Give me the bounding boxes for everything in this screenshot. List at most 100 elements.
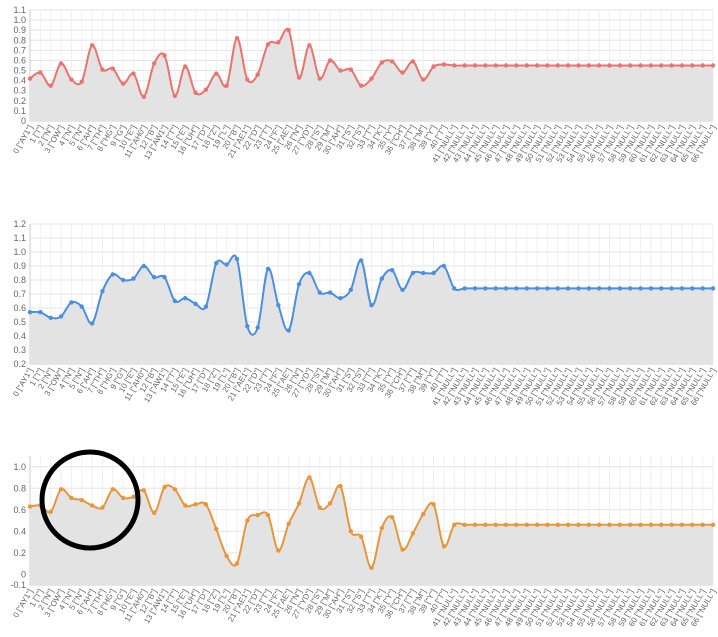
series-points xyxy=(27,256,716,333)
data-point xyxy=(410,531,416,536)
data-point xyxy=(131,71,136,76)
data-point xyxy=(286,27,291,33)
data-point xyxy=(338,296,343,301)
data-point xyxy=(265,42,271,47)
data-point xyxy=(162,53,167,58)
x-axis: 0 ["AY1"]1 ["I"]2 ["N"]3 ["OW"]4 ["N"]5 … xyxy=(11,366,717,407)
data-point xyxy=(358,83,364,88)
y-tick-label: 0.3 xyxy=(13,86,26,96)
data-point xyxy=(421,77,426,82)
series-points xyxy=(27,27,716,99)
data-point xyxy=(234,256,240,262)
y-tick-label: 0.5 xyxy=(13,317,26,327)
data-point xyxy=(369,565,374,570)
data-point xyxy=(89,43,95,48)
data-point xyxy=(638,63,643,68)
y-tick-label: 0.2 xyxy=(13,359,26,369)
data-point xyxy=(545,63,550,68)
data-point xyxy=(472,63,478,68)
data-point xyxy=(638,286,643,291)
data-point xyxy=(327,290,333,295)
data-point xyxy=(700,286,705,291)
data-point xyxy=(224,83,229,88)
data-point xyxy=(172,298,178,304)
data-point xyxy=(534,522,540,527)
data-point xyxy=(441,62,447,67)
data-point xyxy=(27,310,33,315)
y-tick-label: 0.2 xyxy=(13,548,26,558)
data-point xyxy=(565,522,571,527)
data-point xyxy=(638,522,643,527)
data-point xyxy=(286,521,291,526)
data-point xyxy=(503,522,509,527)
y-tick-label: 1.0 xyxy=(13,247,26,257)
data-point xyxy=(183,503,188,508)
data-point xyxy=(120,495,126,501)
data-point xyxy=(338,68,343,73)
data-point xyxy=(514,63,519,68)
data-point xyxy=(348,67,354,72)
data-point xyxy=(389,515,395,520)
data-point xyxy=(400,547,405,552)
data-point xyxy=(100,67,105,72)
data-point xyxy=(400,287,405,292)
data-point xyxy=(369,76,374,81)
data-point xyxy=(503,286,509,291)
data-point xyxy=(27,76,33,81)
data-point xyxy=(203,502,209,507)
data-point xyxy=(296,75,302,80)
data-point xyxy=(421,270,426,276)
data-point xyxy=(379,525,385,531)
y-tick-label: 0 xyxy=(21,569,26,579)
y-tick-label: 1.1 xyxy=(13,5,26,15)
y-tick-label: 1.0 xyxy=(13,462,26,472)
data-point xyxy=(234,36,240,41)
series-area xyxy=(30,255,713,364)
data-point xyxy=(358,534,364,539)
data-point xyxy=(431,502,436,507)
data-point xyxy=(462,522,467,527)
data-point xyxy=(162,275,167,280)
data-point xyxy=(172,93,178,98)
data-point xyxy=(410,270,416,276)
data-point xyxy=(79,79,84,84)
data-point xyxy=(69,77,74,82)
data-point xyxy=(214,261,219,266)
data-point xyxy=(690,63,695,68)
y-tick-label: 0.7 xyxy=(13,45,26,55)
data-point xyxy=(628,63,633,68)
data-point xyxy=(48,83,53,88)
data-point xyxy=(462,286,467,291)
data-point xyxy=(151,61,157,66)
data-point xyxy=(700,63,705,68)
data-point xyxy=(327,58,333,63)
data-point xyxy=(348,529,354,534)
data-point xyxy=(493,63,498,68)
data-point xyxy=(327,501,333,506)
data-point xyxy=(431,270,436,276)
highlight-circle xyxy=(39,449,141,551)
data-point xyxy=(296,282,302,287)
data-point xyxy=(524,286,529,291)
y-tick-label: 0.9 xyxy=(13,25,26,35)
data-point xyxy=(100,289,105,294)
data-point xyxy=(48,315,53,320)
data-point xyxy=(514,286,519,291)
data-point xyxy=(565,63,571,68)
data-point xyxy=(214,71,219,76)
data-point xyxy=(659,522,664,527)
data-point xyxy=(69,495,74,501)
data-point xyxy=(193,301,198,306)
data-point xyxy=(710,286,716,291)
data-point xyxy=(586,63,592,68)
data-point xyxy=(389,268,395,273)
data-point xyxy=(503,63,509,68)
y-tick-label: 1.2 xyxy=(13,219,26,229)
series-area xyxy=(30,28,713,122)
data-point xyxy=(276,548,281,553)
data-point xyxy=(141,488,147,493)
data-point xyxy=(110,487,115,492)
y-tick-label: -0.1 xyxy=(10,580,26,590)
data-point xyxy=(400,70,405,75)
data-point xyxy=(555,286,560,291)
